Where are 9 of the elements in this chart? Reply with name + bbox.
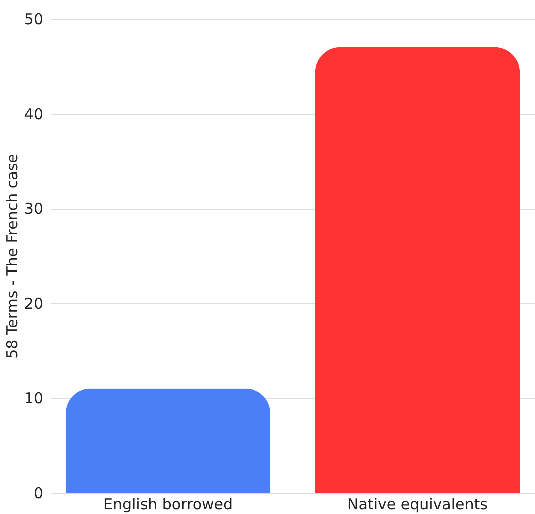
y-axis-title: 58 Terms - The French case [3,154,22,359]
y-tick-label: 10 [24,390,44,408]
y-tick-label: 40 [24,105,44,124]
y-tick-label: 0 [34,484,44,502]
y-tick-label: 20 [24,294,44,313]
y-tick-label: 30 [24,200,44,218]
y-tick-label: 50 [24,10,44,28]
x-tick-label: English borrowed [103,496,234,514]
x-tick-label: Native equivalents [348,496,488,514]
